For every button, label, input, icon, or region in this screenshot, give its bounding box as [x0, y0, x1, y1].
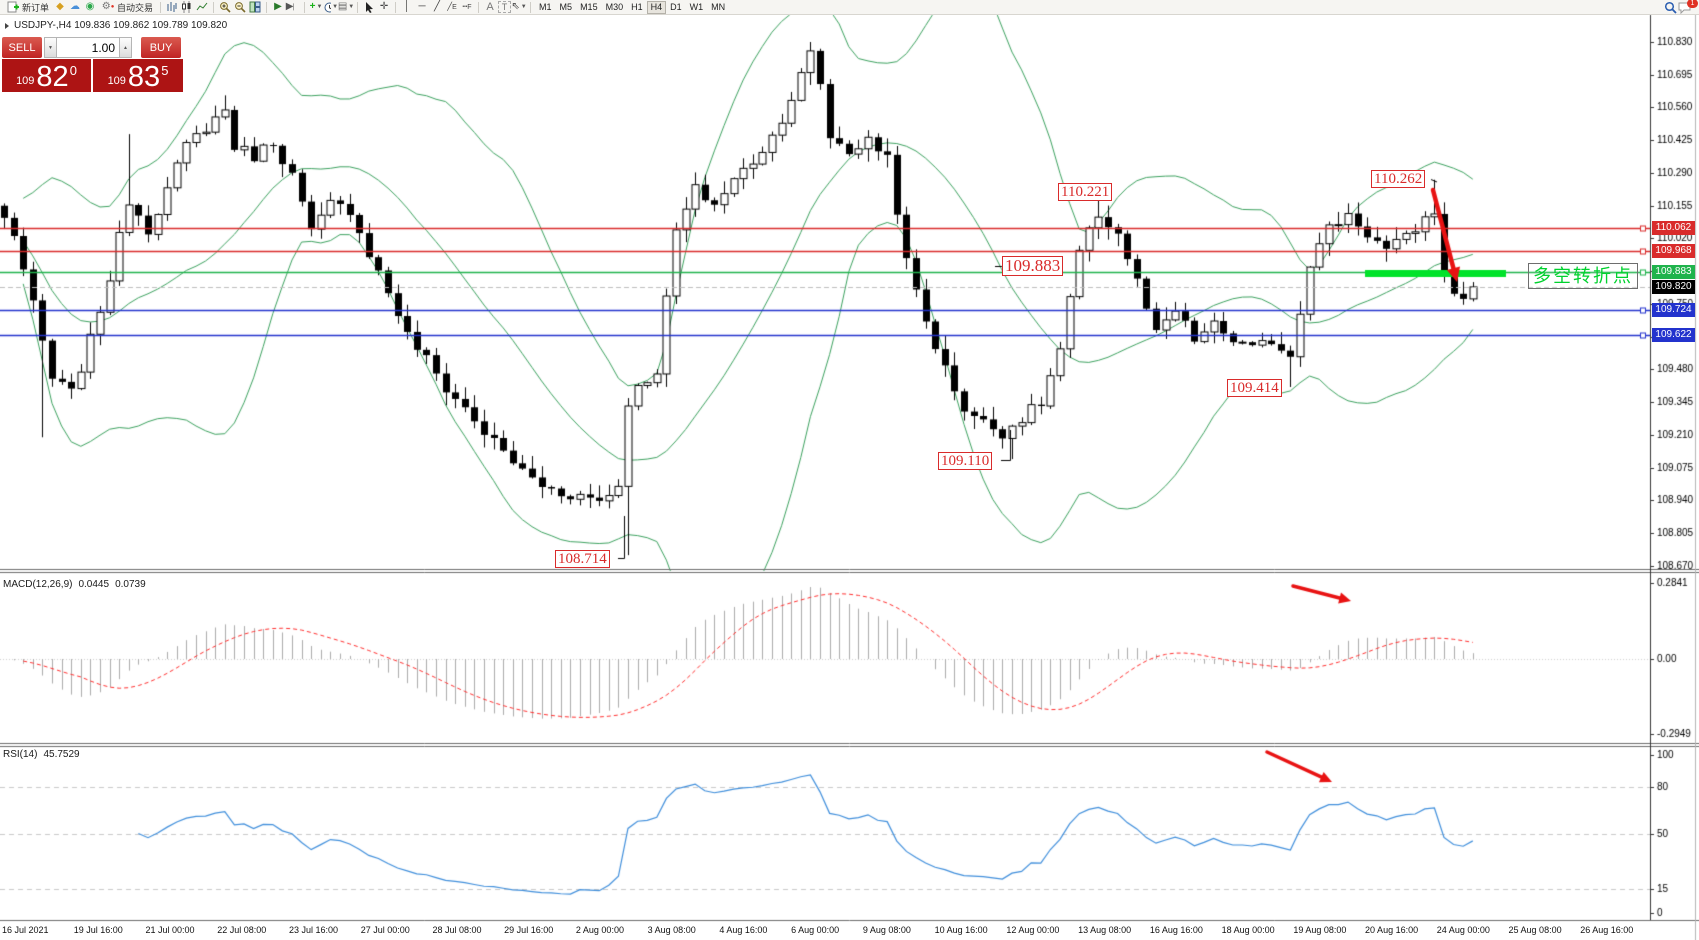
timeframe-button-m1[interactable]: M1: [539, 1, 552, 12]
periods-icon[interactable]: ▼: [324, 1, 338, 14]
timeframe-button-h1[interactable]: H1: [631, 1, 643, 12]
signal-icon[interactable]: ◉: [85, 1, 95, 12]
price-label-annotation[interactable]: 109.883: [1002, 256, 1064, 276]
autotrading-button[interactable]: ⚙ ● 自动交易: [98, 1, 156, 14]
gold-icon[interactable]: ◆: [56, 1, 64, 12]
tile-windows-icon[interactable]: [248, 1, 262, 14]
timeframe-button-m15[interactable]: M15: [580, 1, 598, 12]
volume-increase-button[interactable]: ▲: [119, 37, 132, 58]
equidistant-channel-icon[interactable]: ╱ E: [447, 2, 457, 11]
price-label-annotation[interactable]: 109.110: [938, 452, 993, 470]
price-label-annotation[interactable]: 110.262: [1371, 170, 1426, 188]
vertical-line-icon[interactable]: │: [403, 1, 411, 12]
timeframe-button-m5[interactable]: M5: [559, 1, 573, 12]
chart-note-annotation[interactable]: 多空转折点: [1528, 263, 1638, 289]
timeframe-toolbar: M1 M5 M15 M30 H1 H4 D1 W1 MN: [535, 0, 729, 14]
line-chart-icon[interactable]: [195, 1, 209, 14]
timeframe-button-mn[interactable]: MN: [711, 1, 726, 12]
toolbar-separator: [478, 1, 480, 13]
toolbar-separator: [160, 1, 162, 13]
chat-icon[interactable]: 1: [1678, 0, 1698, 14]
price-label-annotation[interactable]: 110.221: [1058, 183, 1113, 201]
timeframe-button-d1[interactable]: D1: [670, 1, 682, 12]
timeframe-button-w1[interactable]: W1: [689, 1, 704, 12]
price-label-annotation[interactable]: 109.414: [1227, 379, 1282, 397]
text-label-icon[interactable]: T: [498, 1, 512, 13]
chart-shift-icon[interactable]: ▶ ⎸: [285, 1, 301, 12]
buy-button[interactable]: BUY: [141, 37, 181, 58]
autotrading-label: 自动交易: [117, 2, 154, 13]
cursor-icon[interactable]: [362, 1, 376, 14]
timeframe-button-m30[interactable]: M30: [605, 1, 624, 12]
toolbar-separator: [530, 1, 532, 13]
toolbar-separator: [395, 1, 397, 13]
arrows-tool-icon[interactable]: ⇖ ▼: [511, 1, 527, 12]
volume-input[interactable]: [57, 37, 119, 58]
cloud-icon[interactable]: ☁: [70, 1, 81, 12]
new-order-button[interactable]: 新订单: [3, 1, 52, 14]
trendline-icon[interactable]: ╱: [434, 1, 441, 12]
chat-unread-badge: 1: [1687, 0, 1698, 8]
auto-scroll-icon[interactable]: ▶: [274, 1, 282, 12]
fibonacci-icon[interactable]: ┅ F: [462, 2, 472, 11]
horizontal-line-icon[interactable]: ─: [418, 1, 426, 12]
main-toolbar: 新订单 ◆ ☁ ◉ ⚙ ● 自动交易 ▶ ▶ ⎸ + ▼ ▼ ▤ ▼: [0, 0, 1699, 15]
toolbar-separator: [213, 1, 215, 13]
timeframe-button-h4[interactable]: H4: [646, 0, 667, 14]
toolbar-separator: [357, 1, 359, 13]
zoom-out-icon[interactable]: [233, 1, 247, 14]
toolbar-separator: [266, 1, 268, 13]
volume-decrease-button[interactable]: ▼: [44, 37, 57, 58]
crosshair-icon[interactable]: ✛: [379, 1, 389, 12]
text-icon[interactable]: A: [486, 0, 494, 13]
autotrading-icon: ⚙ ●: [101, 1, 115, 12]
templates-icon[interactable]: ▤ ▼: [337, 1, 355, 12]
indicators-add-icon[interactable]: + ▼: [309, 1, 323, 12]
zoom-in-icon[interactable]: [218, 1, 232, 14]
bar-chart-icon[interactable]: [165, 1, 179, 14]
price-label-annotation[interactable]: 108.714: [555, 550, 610, 568]
toolbar-separator: [304, 1, 306, 13]
search-icon[interactable]: [1663, 1, 1677, 14]
candlestick-chart-icon[interactable]: [180, 1, 194, 14]
sell-button[interactable]: SELL: [2, 37, 42, 58]
new-order-icon: [6, 1, 20, 14]
new-order-label: 新订单: [22, 2, 50, 13]
